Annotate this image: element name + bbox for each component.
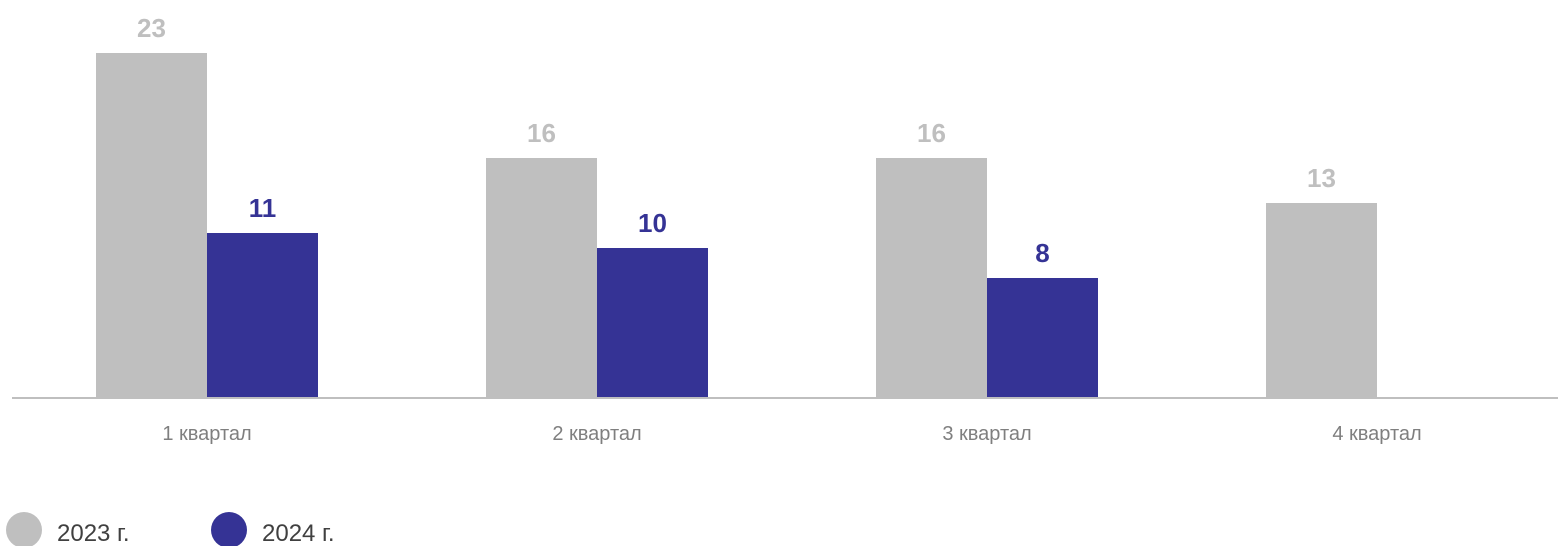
- bar-series1-q3: [876, 158, 987, 398]
- legend-swatch-series2: [211, 512, 247, 546]
- legend-swatch-series1: [6, 512, 42, 546]
- bar-series1-q4: [1266, 203, 1377, 398]
- category-labels-layer: 1 квартал 2 квартал 3 квартал 4 квартал: [162, 423, 1421, 445]
- data-label-series2-q3: 8: [1035, 238, 1049, 268]
- category-label-q4: 4 квартал: [1332, 423, 1421, 445]
- data-label-series1-q4: 13: [1307, 163, 1336, 193]
- data-label-series1-q2: 16: [527, 118, 556, 148]
- bar-series1-q2: [486, 158, 597, 398]
- value-labels-layer: 23 11 16 10 16 8 13: [137, 13, 1336, 268]
- bar-series2-q3: [987, 278, 1098, 398]
- legend-label-series1: 2023 г.: [57, 520, 130, 546]
- bar-series1-q1: [96, 53, 207, 398]
- bar-series2-q2: [597, 248, 708, 398]
- legend: 2023 г. 2024 г.: [6, 512, 335, 546]
- category-label-q2: 2 квартал: [552, 423, 641, 445]
- legend-item-series2: 2024 г.: [211, 512, 335, 546]
- data-label-series1-q1: 23: [137, 13, 166, 43]
- data-label-series1-q3: 16: [917, 118, 946, 148]
- category-label-q3: 3 квартал: [942, 423, 1031, 445]
- bar-series2-q1: [207, 233, 318, 398]
- bars-layer: [96, 53, 1377, 398]
- data-label-series2-q1: 11: [249, 193, 277, 223]
- legend-item-series1: 2023 г.: [6, 512, 130, 546]
- legend-label-series2: 2024 г.: [262, 520, 335, 546]
- data-label-series2-q2: 10: [638, 208, 667, 238]
- category-label-q1: 1 квартал: [162, 423, 251, 445]
